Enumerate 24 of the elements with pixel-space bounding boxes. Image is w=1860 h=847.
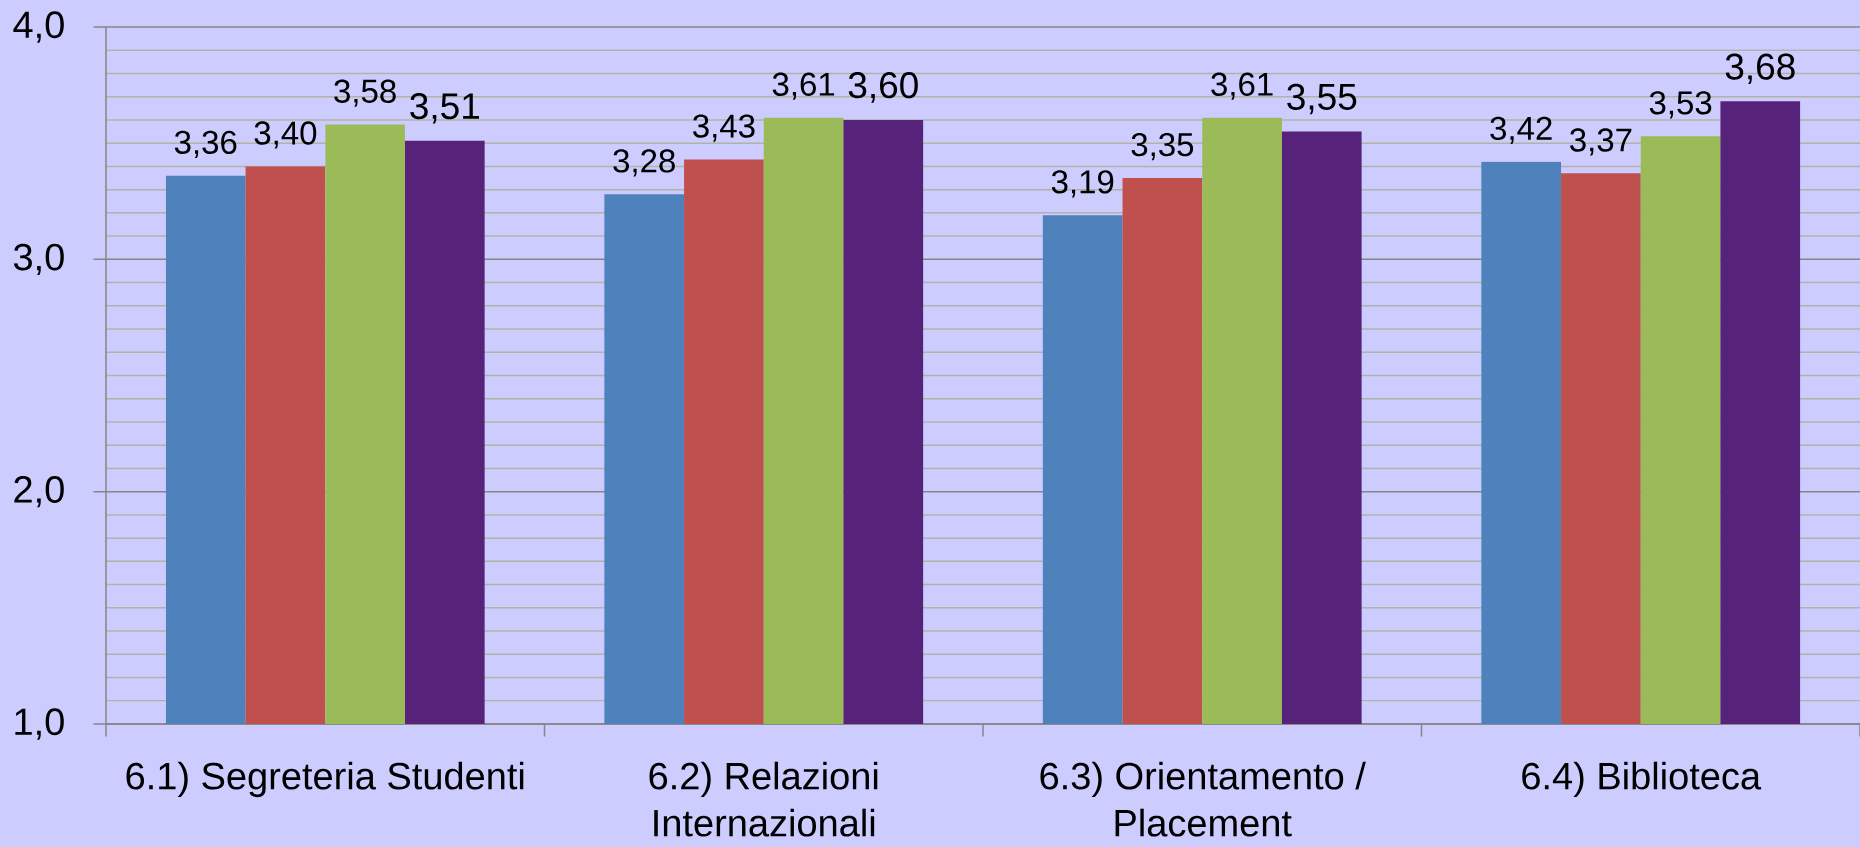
data-label: 3,35	[1131, 132, 1194, 161]
data-label: 3,28	[613, 149, 675, 177]
data-label: 3,36	[174, 130, 237, 158]
data-label: 3,55	[1287, 83, 1357, 115]
data-label: 3,61	[772, 72, 835, 100]
data-label: 3,68	[1725, 53, 1795, 85]
data-label: 3,51	[410, 93, 479, 124]
data-label: 3,40	[254, 121, 317, 149]
y-tick-label: 2,0	[14, 475, 64, 508]
data-label: 3,19	[1051, 170, 1114, 198]
y-tick-label: 4,0	[13, 11, 64, 43]
x-tick-label: 6.3) Orientamento / Placement	[1040, 761, 1366, 837]
x-tick-label: 6.4) Biblioteca	[1522, 761, 1762, 798]
y-tick-label: 1,0	[15, 708, 64, 740]
data-label: 3,42	[1490, 116, 1552, 144]
x-tick-label: 6.1) Segreteria Studenti	[126, 761, 524, 798]
data-label: 3,37	[1570, 128, 1632, 156]
data-label: 3,58	[334, 79, 396, 107]
data-label: 3,43	[693, 114, 755, 142]
x-tick-label: 6.2) Relazioni Internazionali	[649, 761, 878, 837]
data-label: 3,61	[1211, 72, 1273, 100]
y-tick-label: 3,0	[13, 243, 64, 276]
data-label: 3,60	[848, 72, 918, 103]
data-label: 3,53	[1649, 91, 1712, 119]
